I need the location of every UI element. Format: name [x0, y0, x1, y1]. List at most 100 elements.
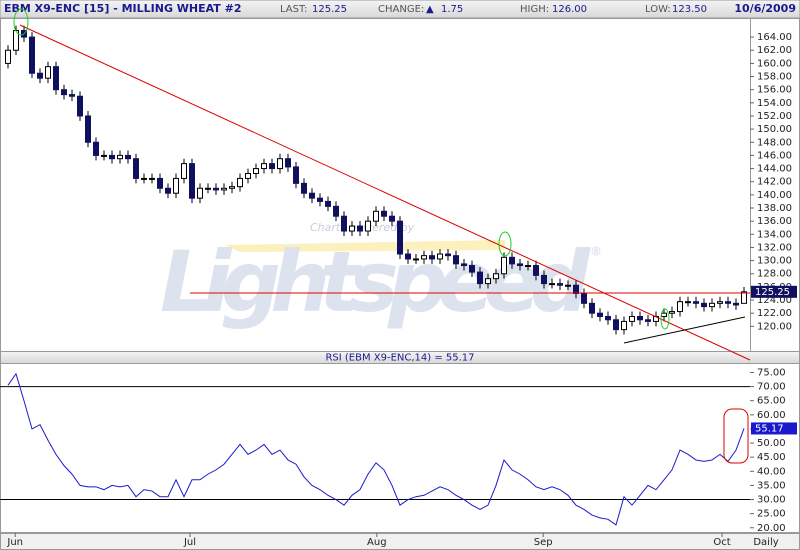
candle-body: [101, 154, 107, 157]
x-tick-label: Jul: [183, 537, 196, 548]
highlight-box: [723, 408, 749, 464]
candle-body: [741, 291, 747, 304]
candle-body: [109, 154, 115, 160]
candle-body: [725, 301, 731, 304]
candle-body: [701, 302, 707, 308]
candle-body: [253, 168, 259, 174]
candle-body: [533, 265, 539, 276]
candle-body: [229, 186, 235, 189]
rsi-last-label: 55.17: [755, 423, 784, 434]
candle-body: [589, 302, 595, 314]
candle-body: [237, 177, 243, 188]
rsi-panel: [0, 363, 800, 533]
y-tick-label: 30.00: [757, 495, 786, 506]
candle-body: [565, 284, 571, 287]
candle-body: [637, 315, 643, 321]
y-tick-label: 40.00: [757, 466, 786, 477]
y-tick-label: 140.00: [757, 190, 792, 201]
candle-body: [445, 253, 451, 257]
y-tick-label: 25.00: [757, 509, 786, 520]
watermark-swoosh: [225, 240, 505, 252]
candle-body: [597, 312, 603, 317]
candle-body: [709, 302, 715, 308]
candle-body: [421, 255, 427, 260]
y-tick-label: 60.00: [757, 410, 786, 421]
candle-body: [357, 225, 363, 232]
y-tick-label: 65.00: [757, 396, 786, 407]
candle-body: [269, 163, 275, 170]
candle-body: [189, 163, 195, 199]
candle-body: [461, 263, 467, 267]
x-tick-label: Aug: [367, 537, 387, 548]
last-price-box: [751, 285, 797, 298]
candle-body: [349, 225, 355, 232]
y-tick-label: 156.00: [757, 85, 792, 96]
last-label: LAST:: [280, 4, 307, 15]
candle-body: [181, 163, 187, 179]
candle-body: [477, 271, 483, 285]
y-tick-label: 138.00: [757, 203, 792, 214]
y-tick-label: 152.00: [757, 111, 792, 122]
change-label: CHANGE:: [378, 4, 424, 15]
candle-body: [93, 141, 99, 156]
candle-body: [509, 256, 515, 265]
candle-body: [69, 94, 75, 97]
candle-body: [485, 278, 491, 285]
candle-body: [405, 253, 411, 260]
candle-body: [53, 66, 59, 91]
candle-body: [613, 319, 619, 331]
x-axis-label: Daily: [753, 537, 778, 548]
candle-body: [685, 301, 691, 304]
change-arrow: ▲: [426, 4, 434, 15]
y-tick-label: 150.00: [757, 124, 792, 135]
y-tick-label: 45.00: [757, 452, 786, 463]
rsi-title: RSI (EBM X9-ENC,14) = 55.17: [325, 353, 474, 364]
last-price-label: 125.25: [755, 287, 790, 298]
candle-body: [397, 220, 403, 255]
x-axis-bar: [0, 533, 800, 550]
candle-body: [717, 301, 723, 304]
candle-body: [605, 315, 611, 321]
y-tick-label: 144.00: [757, 164, 792, 175]
candle-body: [365, 220, 371, 232]
y-tick-label: 164.00: [757, 32, 792, 43]
candle-body: [621, 320, 627, 331]
y-tick-label: 142.00: [757, 177, 792, 188]
candle-body: [341, 215, 347, 232]
candle-body: [141, 177, 147, 180]
candle-body: [669, 311, 675, 314]
support-line: [623, 316, 746, 344]
watermark-brand: Lightspeed: [160, 233, 591, 331]
candle-body: [213, 187, 219, 191]
candle-body: [693, 301, 699, 304]
date: 10/6/2009: [734, 2, 796, 15]
candle-body: [245, 172, 251, 179]
candle-body: [573, 284, 579, 294]
y-tick-label: 128.00: [757, 269, 792, 280]
candle-body: [413, 258, 419, 261]
candle-body: [437, 253, 443, 260]
candle-body: [557, 283, 563, 286]
candle-body: [277, 158, 283, 170]
y-tick-label: 132.00: [757, 242, 792, 253]
x-tick-label: Jun: [6, 537, 23, 548]
candle-body: [29, 36, 35, 74]
candle-body: [325, 200, 331, 207]
rsi-line: [7, 372, 745, 526]
candle-body: [37, 72, 43, 79]
y-tick-label: 154.00: [757, 98, 792, 109]
highlight-ellipse: [498, 231, 512, 257]
candle-body: [157, 177, 163, 189]
candle-body: [453, 255, 459, 265]
candle-body: [549, 283, 555, 286]
price-panel: [0, 18, 800, 352]
y-tick-label: 120.00: [757, 321, 792, 332]
trend-line: [19, 24, 751, 361]
candle-body: [525, 265, 531, 268]
low-label: LOW:: [645, 4, 671, 15]
candle-body: [85, 115, 91, 143]
rsi-last-box: [751, 422, 797, 435]
candle-body: [149, 177, 155, 180]
x-tick-label: Sep: [534, 537, 553, 548]
